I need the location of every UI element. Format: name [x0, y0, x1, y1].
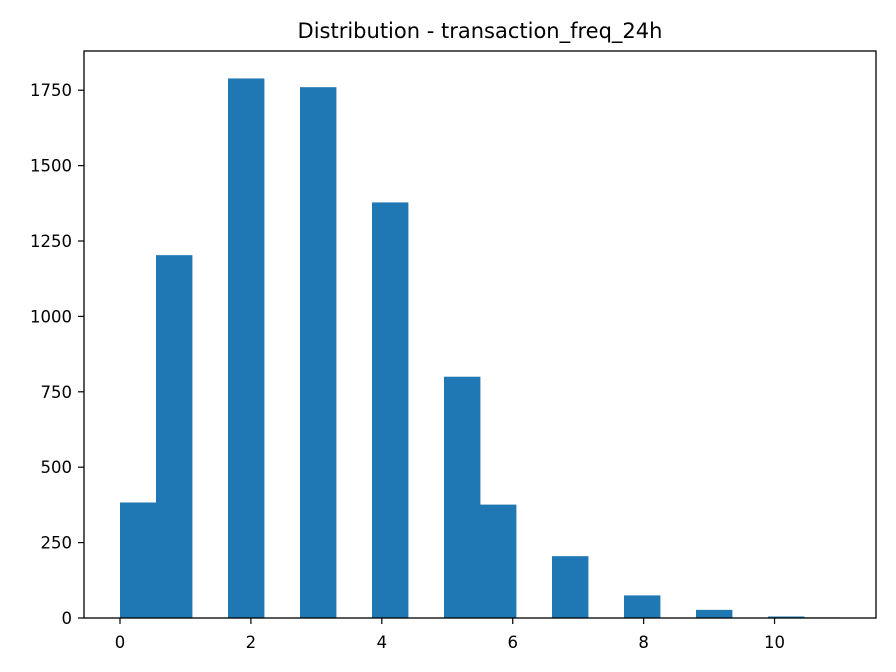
x-tick-label: 10 — [764, 633, 785, 652]
y-tick-label: 750 — [41, 383, 73, 402]
histogram-bar — [444, 376, 481, 618]
histogram-bar — [696, 609, 733, 618]
y-tick-label: 1750 — [30, 81, 72, 100]
histogram-bar — [624, 595, 661, 618]
histogram-bar — [156, 255, 193, 618]
y-tick-label: 1500 — [30, 157, 72, 176]
bars-group — [120, 78, 841, 618]
y-tick-label: 250 — [41, 534, 73, 553]
x-tick-label: 6 — [507, 633, 518, 652]
histogram-bar — [372, 202, 409, 618]
histogram-bar — [480, 504, 517, 618]
chart-title: Distribution - transaction_freq_24h — [298, 19, 663, 44]
x-tick-label: 2 — [246, 633, 257, 652]
y-tick-label: 0 — [62, 609, 73, 628]
x-tick-label: 4 — [377, 633, 388, 652]
histogram-bar — [300, 87, 337, 618]
histogram-bar — [768, 616, 805, 618]
histogram-bar — [228, 78, 265, 618]
x-tick-label: 0 — [115, 633, 126, 652]
x-tick-label: 8 — [638, 633, 649, 652]
y-tick-label: 500 — [41, 458, 73, 477]
axes-frame — [83, 50, 877, 619]
histogram-bar — [120, 502, 157, 618]
y-axis: 0 250 500 750 1000 1250 1500 1750 — [30, 81, 84, 628]
histogram-bar — [552, 556, 589, 618]
y-tick-label: 1250 — [30, 232, 72, 251]
x-axis: 0 2 4 6 8 10 — [115, 618, 785, 652]
y-tick-label: 1000 — [30, 307, 72, 326]
